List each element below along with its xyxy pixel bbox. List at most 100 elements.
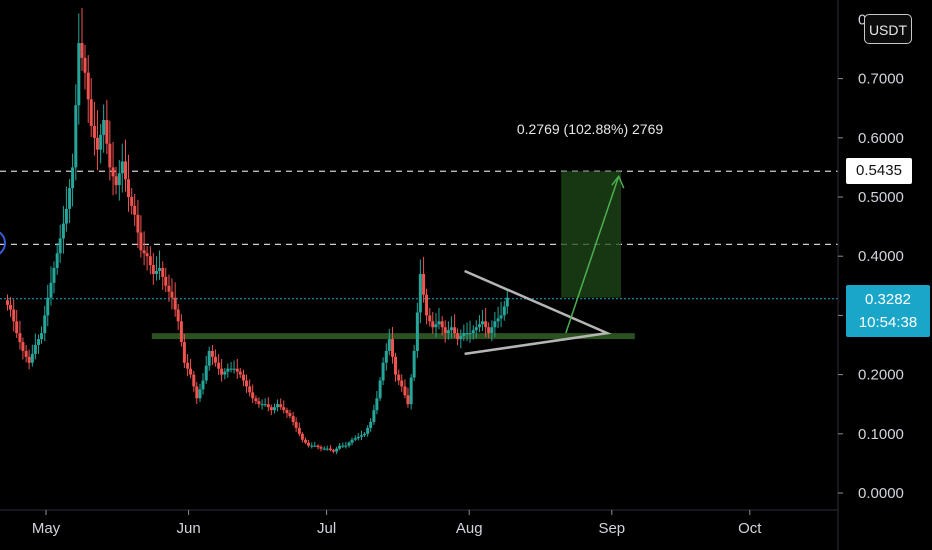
candle-body <box>189 368 193 375</box>
candle-body <box>279 404 283 408</box>
candle-body <box>391 339 395 357</box>
candle-body <box>425 294 429 316</box>
candle-countdown: 10:54:38 <box>858 314 918 331</box>
candle-body <box>378 380 382 399</box>
candle-body <box>92 125 96 138</box>
candle-body <box>369 421 373 428</box>
candle-body <box>6 300 9 305</box>
candle-body <box>356 436 360 439</box>
candle-body <box>238 371 242 375</box>
target-box <box>561 171 621 298</box>
candle-body <box>120 161 124 174</box>
candle-body <box>415 312 419 351</box>
candle-body <box>241 374 245 381</box>
candle-body <box>387 339 391 351</box>
candle-body <box>384 350 388 363</box>
candle-body <box>170 291 174 298</box>
candle-body <box>173 297 177 310</box>
candle-body <box>179 321 183 343</box>
candle-body <box>362 433 366 436</box>
candle-body <box>198 389 202 399</box>
candle-body <box>192 374 196 387</box>
candle-body <box>114 176 118 186</box>
candle-body <box>164 276 168 286</box>
candle-body <box>366 427 370 434</box>
candle-body <box>499 315 503 319</box>
candle-body <box>437 321 441 325</box>
candle-body <box>86 72 90 100</box>
candle-body <box>434 324 438 328</box>
y-tick-label: 0.4000 <box>858 248 904 265</box>
currency-button[interactable]: USDT <box>864 14 912 44</box>
candle-body <box>263 404 267 406</box>
measure-label: 0.2769 (102.88%) 2769 <box>517 121 664 137</box>
candle-body <box>406 395 410 405</box>
y-tick-label: 0.0000 <box>858 485 904 502</box>
candle-body <box>325 448 329 450</box>
candle-body <box>167 285 171 292</box>
candle-body <box>148 256 152 266</box>
candle-body <box>27 356 31 363</box>
x-tick-label: Aug <box>456 520 483 537</box>
candle-body <box>480 321 484 325</box>
candle-body <box>313 445 317 447</box>
candle-body <box>55 253 59 269</box>
candle-body <box>49 282 53 298</box>
candle-body <box>201 380 205 390</box>
candle-body <box>344 445 348 447</box>
candle-body <box>353 438 357 440</box>
candle-body <box>282 407 286 411</box>
candle-body <box>130 197 134 206</box>
candle-body <box>493 321 497 328</box>
candle-body <box>412 350 416 378</box>
candle-body <box>307 442 311 446</box>
candle-body <box>456 333 460 340</box>
candle-body <box>58 238 62 254</box>
candle-body <box>381 362 385 381</box>
candle-body <box>37 339 41 345</box>
candle-body <box>220 368 224 375</box>
candle-body <box>254 398 258 402</box>
candle-body <box>285 410 289 414</box>
candle-body <box>319 447 323 449</box>
candle-body <box>431 321 435 328</box>
candle-body <box>269 407 273 411</box>
candle-body <box>294 421 298 428</box>
candle-body <box>260 404 264 406</box>
candle-body <box>89 99 93 126</box>
candle-body <box>471 330 475 334</box>
candle-body <box>304 439 308 443</box>
candle-body <box>359 435 363 437</box>
candle-body <box>83 57 87 73</box>
candle-body <box>490 327 494 334</box>
candle-body <box>142 250 146 254</box>
candle-body <box>394 356 398 375</box>
candle-body <box>15 321 19 334</box>
candle-body <box>40 333 44 340</box>
candle-body <box>335 448 339 452</box>
candle-body <box>64 208 68 224</box>
candle-body <box>105 120 109 144</box>
candle-body <box>487 327 491 334</box>
candle-body <box>71 167 75 189</box>
candle-body <box>502 306 506 316</box>
candle-body <box>322 448 326 450</box>
candle-body <box>372 410 376 422</box>
candle-body <box>126 179 130 197</box>
x-tick-label: Jul <box>317 520 336 537</box>
candle-body <box>108 143 112 168</box>
candle-body <box>161 268 165 277</box>
candle-body <box>484 321 488 328</box>
candle-body <box>338 445 342 449</box>
candle-body <box>195 386 199 399</box>
candle-body <box>331 450 335 452</box>
candle-body <box>232 368 236 370</box>
candle-body <box>43 315 47 334</box>
candle-body <box>400 380 404 387</box>
candle-body <box>111 167 115 177</box>
candle-body <box>418 273 422 313</box>
candle-body <box>210 350 214 357</box>
candle-body <box>235 368 239 372</box>
candle-body <box>328 448 332 451</box>
